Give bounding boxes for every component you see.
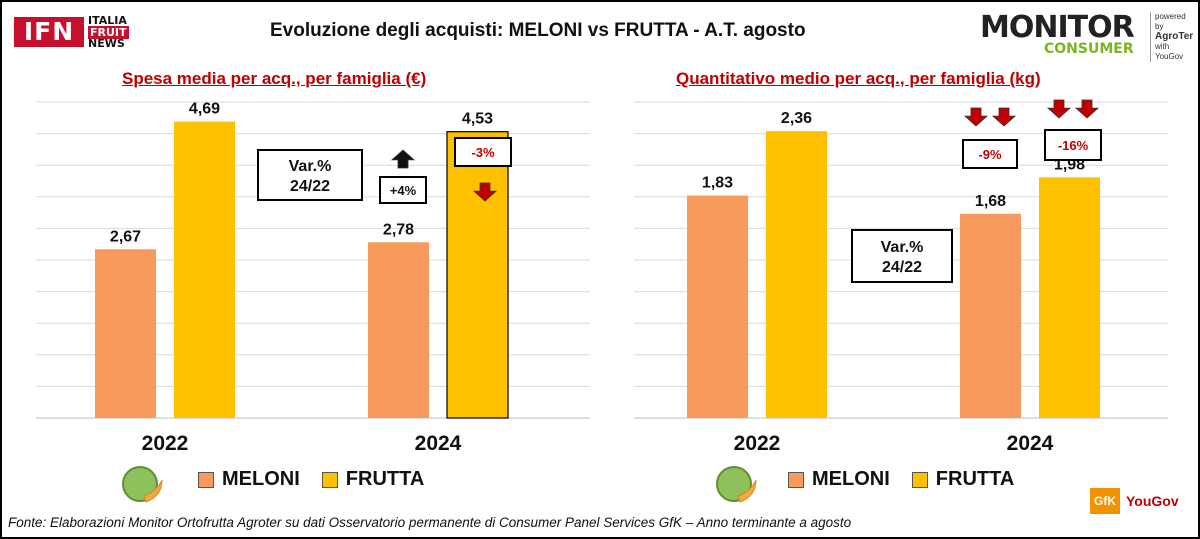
- ifn-logo-text: ITALIA FRUIT NEWS: [88, 14, 129, 50]
- legend-item-meloni: MELONI: [198, 468, 300, 491]
- x-tick-label: 2022: [734, 432, 781, 455]
- gfk-logo: GfK: [1090, 488, 1120, 514]
- page-title: Evoluzione degli acquisti: MELONI vs FRU…: [270, 20, 806, 41]
- change-badge-text: -16%: [1058, 138, 1089, 153]
- x-tick-label: 2024: [415, 432, 462, 455]
- consumer-word: CONSUMER: [1044, 41, 1134, 57]
- bar-frutta-2022: [174, 121, 235, 418]
- arrow-down-icon: [1046, 99, 1072, 119]
- arrow-down-icon: [1074, 99, 1100, 119]
- right-chart-title: Quantitativo medio per acq., per famigli…: [676, 69, 1041, 88]
- change-badge: [962, 139, 1018, 169]
- yougov-logo: YouGov: [1126, 493, 1179, 509]
- variation-box: [257, 149, 363, 201]
- x-tick-label: 2022: [142, 432, 189, 455]
- change-badge-text: -3%: [471, 145, 495, 160]
- variation-box-period: 24/22: [290, 178, 330, 195]
- bar-meloni-2022: [687, 195, 748, 418]
- variation-box: [851, 229, 953, 283]
- change-badge-text: -9%: [978, 147, 1002, 162]
- powered-by-text: powered by AgroTer with YouGov: [1150, 12, 1193, 62]
- change-badge: [379, 176, 427, 204]
- bar-meloni-2024: [368, 242, 429, 418]
- gfk-yougov-logo: GfK YouGov: [1090, 488, 1190, 514]
- bar-frutta-2024: [446, 131, 509, 419]
- left-legend: MELONI FRUTTA: [198, 468, 446, 491]
- melon-icon: [716, 466, 757, 503]
- data-label: 4,69: [189, 101, 220, 118]
- arrow-down-icon: [963, 107, 989, 127]
- data-label: 2,67: [110, 228, 141, 245]
- bar-frutta-2022: [766, 131, 827, 418]
- x-tick-label: 2024: [1007, 432, 1054, 455]
- arrow-up-icon: [390, 149, 416, 169]
- data-label: 1,83: [702, 175, 733, 192]
- data-label: 2,36: [781, 110, 812, 127]
- bar-meloni-2022: [95, 249, 156, 418]
- bar-frutta-2024: [1039, 177, 1100, 418]
- variation-box-label: Var.%: [289, 158, 332, 175]
- chart-quantitativo: 1,832,3620221,681,982024Var.%24/22-9%-16…: [634, 101, 1168, 455]
- melon-icon: [122, 466, 163, 503]
- change-badge: [1044, 129, 1102, 161]
- legend-item-frutta: FRUTTA: [911, 468, 1014, 491]
- monitor-consumer-logo: MONITOR CONSUMER powered by AgroTer with…: [980, 10, 1193, 62]
- legend-swatch-frutta: [911, 471, 928, 488]
- arrow-down-icon: [991, 107, 1017, 127]
- arrow-down-icon: [472, 182, 498, 202]
- legend-swatch-frutta: [321, 471, 338, 488]
- legend-swatch-meloni: [788, 471, 804, 488]
- bar-meloni-2024: [960, 213, 1021, 418]
- chart-spesa: 2,67 4,69 2022 2,78 4,53 2024 Var.% 24/22 +4% -3%: [36, 101, 590, 455]
- left-chart-title: Spesa media per acq., per famiglia (€): [122, 69, 427, 88]
- legend-item-frutta: FRUTTA: [321, 468, 424, 491]
- change-badge: [454, 137, 512, 167]
- change-badge-text: +4%: [390, 183, 417, 198]
- legend-swatch-meloni: [198, 471, 214, 488]
- legend-item-meloni: MELONI: [788, 468, 890, 491]
- right-legend: MELONI FRUTTA: [788, 468, 1036, 491]
- data-label: 4,53: [462, 111, 493, 128]
- ifn-logo-mark: IFN: [14, 17, 84, 47]
- data-label: 1,68: [975, 193, 1006, 210]
- source-footnote: Fonte: Elaborazioni Monitor Ortofrutta A…: [8, 515, 852, 530]
- variation-box-label: Var.%: [881, 239, 924, 256]
- monitor-word: MONITOR: [980, 10, 1135, 45]
- ifn-logo: IFN ITALIA FRUIT NEWS: [14, 13, 142, 53]
- variation-box-period: 24/22: [882, 259, 922, 276]
- data-label: 2,78: [383, 221, 414, 238]
